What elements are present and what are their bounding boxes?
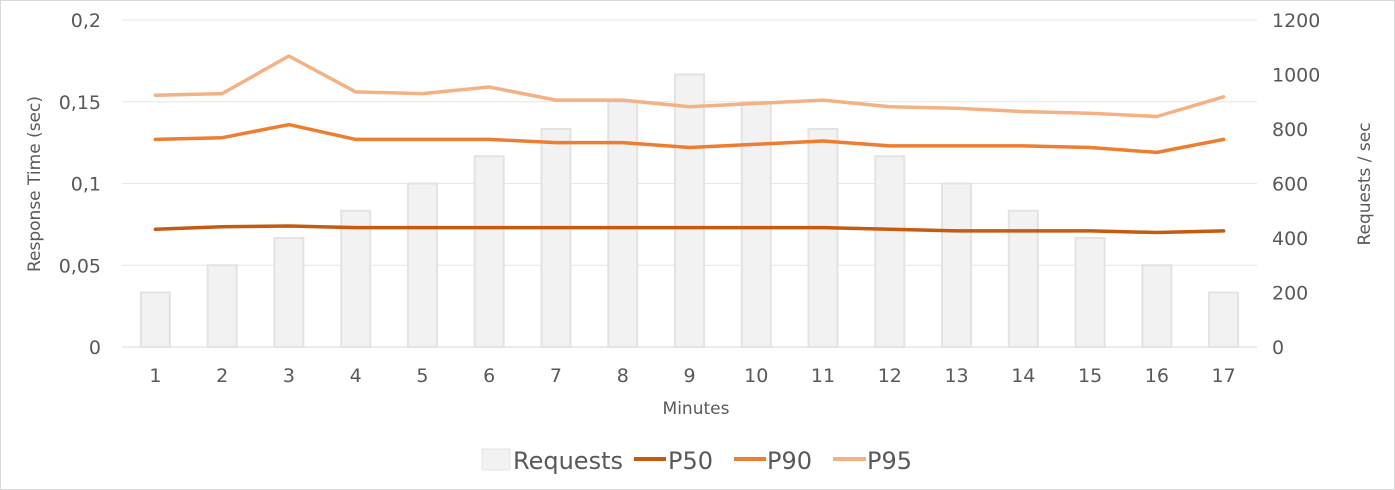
requests-bar (473, 155, 505, 348)
requests-bar (1208, 291, 1240, 348)
y2-tick-label: 1000 (1272, 65, 1320, 87)
y2-tick-label: 600 (1272, 174, 1308, 196)
legend-label-requests: Requests (513, 447, 623, 475)
requests-bar (1141, 264, 1173, 348)
series-line-p50 (153, 224, 1226, 235)
legend: Requests P50 P90 P95 (481, 447, 912, 475)
requests-bar (540, 128, 572, 348)
y-tick-label: 0 (89, 337, 101, 359)
y2-tick-label: 1200 (1272, 10, 1320, 32)
x-tick-label: 6 (483, 365, 495, 387)
requests-bar (941, 182, 973, 348)
x-tick-label: 2 (216, 365, 228, 387)
x-tick-label: 9 (683, 365, 695, 387)
y2-tick-label: 200 (1272, 283, 1308, 305)
y-tick-label: 0,2 (71, 10, 101, 32)
x-tick-label: 14 (1011, 365, 1035, 387)
requests-bar (740, 100, 772, 348)
series-line-p90 (153, 122, 1226, 155)
y2-tick-label: 400 (1272, 228, 1308, 250)
requests-bar (674, 73, 705, 348)
requests-bar (206, 264, 238, 348)
x-axis-ticks: 1 2 3 4 5 6 7 8 9 10 11 12 13 14 15 16 17 (149, 365, 1235, 387)
x-tick-label: 8 (617, 365, 629, 387)
x-tick-label: 7 (550, 365, 562, 387)
requests-bar (1007, 209, 1039, 348)
y-tick-label: 0,15 (59, 92, 101, 114)
x-tick-label: 3 (283, 365, 295, 387)
legend-swatch-requests (481, 448, 511, 471)
x-tick-label: 5 (416, 365, 428, 387)
requests-bar (406, 182, 438, 348)
x-tick-label: 1 (149, 365, 161, 387)
y-axis-title: Response Time (sec) (25, 96, 45, 272)
x-tick-label: 17 (1212, 365, 1236, 387)
requests-bar (874, 155, 906, 348)
x-tick-label: 4 (350, 365, 362, 387)
percentile-lines (153, 54, 1226, 235)
x-tick-label: 15 (1078, 365, 1102, 387)
x-tick-label: 12 (878, 365, 902, 387)
requests-bar (807, 128, 839, 348)
x-tick-label: 11 (811, 365, 835, 387)
requests-bar (1074, 237, 1106, 348)
right-axis-ticks: 0 200 400 600 800 1000 1200 (1272, 10, 1320, 359)
legend-label-p50: P50 (668, 447, 713, 475)
y-tick-label: 0,05 (59, 255, 101, 277)
x-axis-title: Minutes (663, 399, 730, 419)
legend-label-p90: P90 (767, 447, 812, 475)
y-tick-label: 0,1 (71, 174, 101, 196)
y2-tick-label: 800 (1272, 119, 1308, 141)
x-tick-label: 10 (744, 365, 768, 387)
left-axis-ticks: 0 0,05 0,1 0,15 0,2 (59, 10, 101, 359)
y2-axis-title: Requests / sec (1355, 122, 1375, 245)
requests-bar (273, 237, 305, 348)
series-line-p95 (153, 54, 1226, 119)
requests-bar (607, 100, 639, 348)
requests-bar (139, 291, 171, 348)
y2-tick-label: 0 (1272, 337, 1284, 359)
requests-bar (340, 209, 372, 348)
x-tick-label: 13 (944, 365, 968, 387)
x-tick-label: 16 (1145, 365, 1169, 387)
legend-label-p95: P95 (867, 447, 912, 475)
requests-bars (139, 73, 1240, 348)
